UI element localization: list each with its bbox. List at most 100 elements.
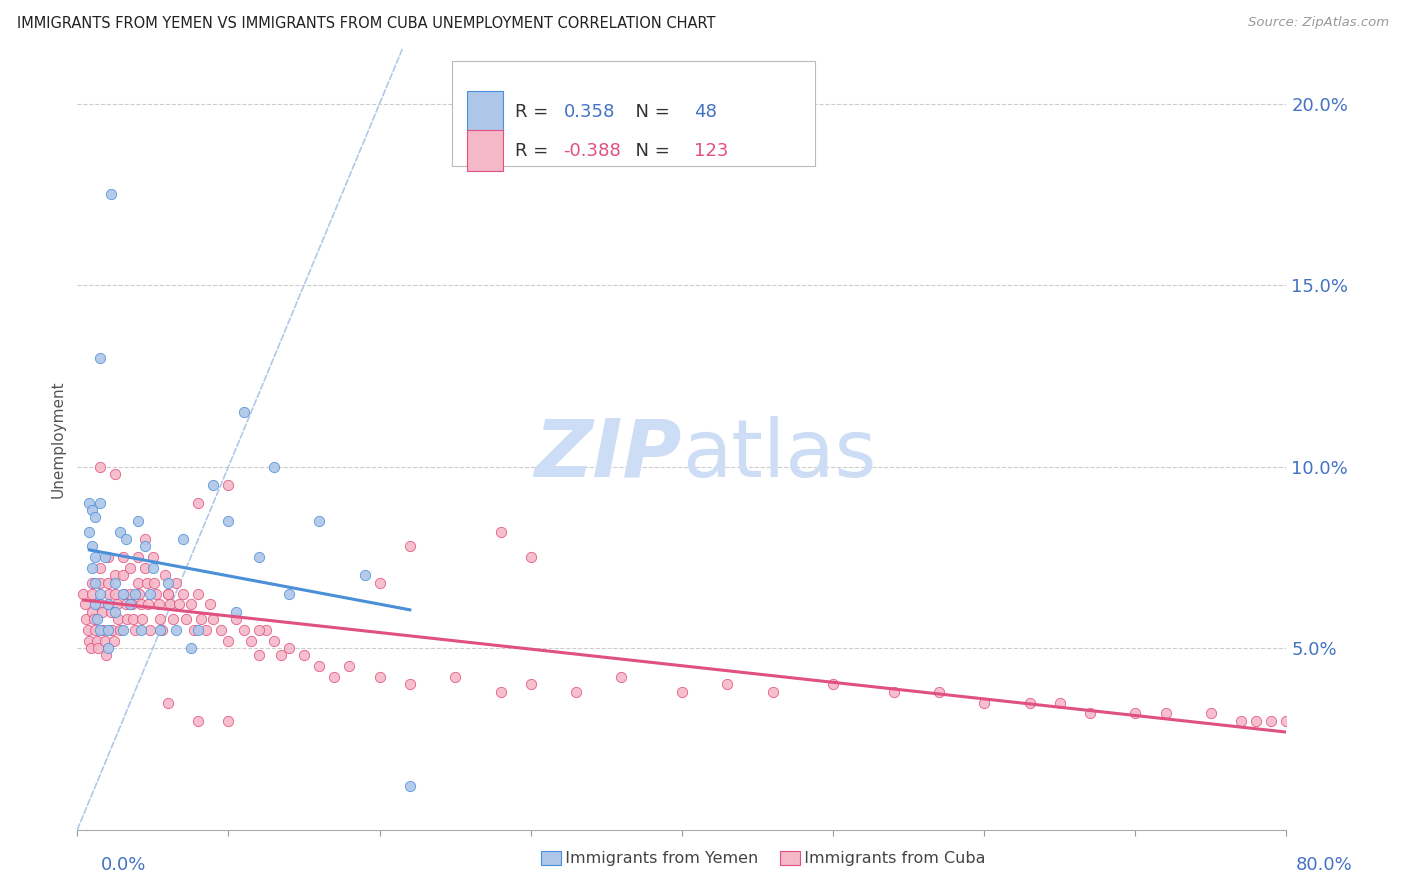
Point bbox=[87, 641, 110, 656]
Text: N =: N = bbox=[624, 142, 675, 160]
Point bbox=[83, 612, 105, 626]
Point bbox=[399, 540, 422, 554]
Point bbox=[100, 187, 122, 202]
Point bbox=[139, 623, 162, 637]
Point bbox=[308, 659, 330, 673]
Point bbox=[520, 550, 543, 565]
Text: 0.358: 0.358 bbox=[564, 103, 614, 120]
Point bbox=[90, 605, 112, 619]
Point bbox=[84, 575, 107, 590]
Point bbox=[94, 648, 117, 663]
Point bbox=[73, 598, 96, 612]
Point bbox=[72, 586, 94, 600]
Point bbox=[292, 648, 315, 663]
Point bbox=[111, 623, 134, 637]
Point bbox=[337, 659, 360, 673]
Point bbox=[82, 540, 104, 554]
Point bbox=[104, 568, 127, 582]
Point bbox=[82, 586, 104, 600]
Point bbox=[368, 670, 391, 684]
Point bbox=[225, 612, 247, 626]
Point bbox=[120, 598, 142, 612]
Point bbox=[1018, 696, 1040, 710]
Point bbox=[218, 633, 240, 648]
Point bbox=[111, 586, 134, 600]
Point bbox=[174, 612, 197, 626]
Point bbox=[218, 714, 240, 728]
Point bbox=[111, 550, 134, 565]
Point bbox=[124, 586, 146, 600]
Point bbox=[218, 477, 240, 491]
Point bbox=[444, 670, 467, 684]
Point bbox=[1199, 706, 1222, 721]
Point bbox=[240, 633, 263, 648]
Point bbox=[108, 524, 131, 539]
Point bbox=[129, 623, 152, 637]
Text: R =: R = bbox=[515, 103, 554, 120]
Y-axis label: Unemployment: Unemployment bbox=[51, 381, 66, 498]
Point bbox=[129, 598, 152, 612]
Point bbox=[167, 598, 190, 612]
Point bbox=[165, 575, 187, 590]
Point bbox=[157, 575, 180, 590]
Point bbox=[84, 623, 107, 637]
Point bbox=[183, 623, 205, 637]
Point bbox=[187, 623, 209, 637]
Point bbox=[114, 532, 136, 546]
Point bbox=[96, 623, 118, 637]
Point bbox=[93, 550, 115, 565]
Point bbox=[89, 598, 111, 612]
Point bbox=[489, 684, 512, 698]
Point bbox=[270, 648, 292, 663]
Point bbox=[98, 586, 121, 600]
Point bbox=[77, 623, 100, 637]
Point bbox=[263, 633, 285, 648]
Text: R =: R = bbox=[515, 142, 554, 160]
Point bbox=[157, 586, 180, 600]
Point bbox=[520, 677, 543, 691]
Text: IMMIGRANTS FROM YEMEN VS IMMIGRANTS FROM CUBA UNEMPLOYMENT CORRELATION CHART: IMMIGRANTS FROM YEMEN VS IMMIGRANTS FROM… bbox=[17, 16, 716, 31]
Point bbox=[202, 477, 225, 491]
Point bbox=[194, 623, 217, 637]
Point bbox=[353, 568, 375, 582]
Point bbox=[89, 496, 111, 510]
Point bbox=[180, 641, 202, 656]
Point bbox=[80, 641, 103, 656]
Point bbox=[89, 561, 111, 575]
Text: 123: 123 bbox=[695, 142, 728, 160]
Point bbox=[120, 586, 142, 600]
Point bbox=[124, 623, 146, 637]
Point bbox=[79, 496, 101, 510]
Point bbox=[157, 586, 180, 600]
Point bbox=[610, 670, 633, 684]
Point bbox=[84, 550, 107, 565]
Point bbox=[112, 586, 135, 600]
Point bbox=[928, 684, 950, 698]
Point bbox=[149, 623, 172, 637]
Point bbox=[671, 684, 693, 698]
Point bbox=[104, 586, 127, 600]
Point bbox=[225, 605, 247, 619]
Point bbox=[93, 633, 115, 648]
Point bbox=[96, 575, 118, 590]
Point bbox=[187, 586, 209, 600]
Point bbox=[187, 714, 209, 728]
Text: Immigrants from Yemen: Immigrants from Yemen bbox=[555, 851, 759, 865]
Point bbox=[96, 550, 118, 565]
Point bbox=[172, 586, 194, 600]
Point bbox=[111, 568, 134, 582]
Point bbox=[101, 623, 124, 637]
Text: -0.388: -0.388 bbox=[564, 142, 621, 160]
Text: Source: ZipAtlas.com: Source: ZipAtlas.com bbox=[1249, 16, 1389, 29]
Point bbox=[84, 598, 107, 612]
Point bbox=[103, 633, 125, 648]
Point bbox=[105, 598, 128, 612]
Point bbox=[89, 351, 111, 365]
Point bbox=[762, 684, 785, 698]
Point bbox=[134, 561, 156, 575]
Point bbox=[86, 612, 108, 626]
Point bbox=[75, 612, 97, 626]
Point bbox=[134, 532, 156, 546]
Point bbox=[89, 586, 111, 600]
Point bbox=[247, 550, 270, 565]
